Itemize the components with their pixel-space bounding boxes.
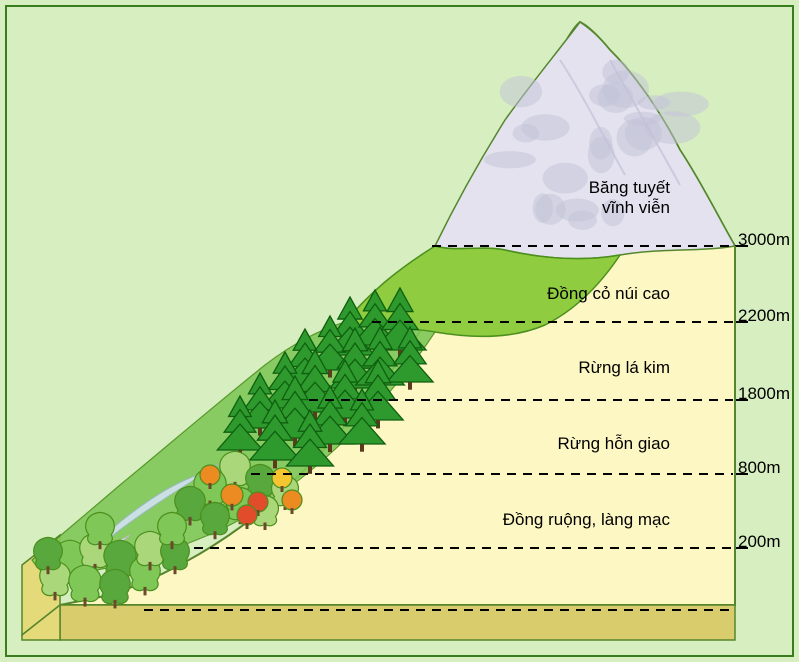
zone-label-line: Đồng ruộng, làng mạc [503,510,670,530]
altitude-zonation-diagram: Băng tuyếtvĩnh viễn 3000m Đồng cỏ núi cao 2… [0,0,799,662]
altitude-label: 200m [738,532,781,552]
altitude-label: 3000m [738,230,790,250]
altitude-label: 800m [738,458,781,478]
zone-label-line: Rừng hỗn giao [557,434,670,454]
zone-label: Băng tuyếtvĩnh viễn [589,178,670,219]
diagram-svg [0,0,799,662]
zone-label-line: vĩnh viễn [589,198,670,218]
zone-label-line: Đồng cỏ núi cao [547,284,670,304]
zone-label: Rừng lá kim [578,358,670,378]
zone-label: Đồng ruộng, làng mạc [503,510,670,530]
zone-label: Đồng cỏ núi cao [547,284,670,304]
zone-label-line: Băng tuyết [589,178,670,198]
altitude-label: 2200m [738,306,790,326]
altitude-label: 1800m [738,384,790,404]
zone-label-line: Rừng lá kim [578,358,670,378]
zone-label: Rừng hỗn giao [557,434,670,454]
